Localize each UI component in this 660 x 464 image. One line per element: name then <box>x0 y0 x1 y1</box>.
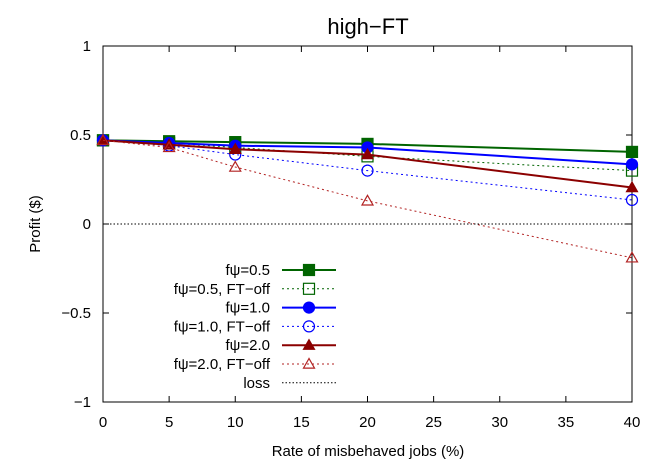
legend-entry-5-marker <box>302 338 316 350</box>
series-5-point <box>360 147 375 160</box>
series-6-line <box>102 139 633 259</box>
x-tick-label: 35 <box>558 414 575 431</box>
legend: fψ=0.5 fψ=0.5, FT−off fψ=1.0fψ=1.0, FT−off… <box>174 262 336 392</box>
series-6-point <box>162 140 176 153</box>
legend-entry-3-label: fψ=1.0 <box>226 300 270 317</box>
legend-entry-2-marker <box>302 282 316 295</box>
legend-entry-2-label: fψ=0.5, FT−off <box>174 281 271 298</box>
legend-entry-1-marker <box>302 263 316 277</box>
series-6-point <box>360 194 375 206</box>
plot-frame <box>102 45 633 403</box>
y-tick-label: 1 <box>83 38 91 55</box>
legend-entry-4-label: fψ=1.0, FT−off <box>174 318 271 335</box>
legend-entry-6-marker <box>302 357 316 369</box>
series-6-point <box>96 133 110 146</box>
y-axis-label: Profit ($) <box>27 195 44 253</box>
legend-entry-1-label: fψ=0.5 <box>226 262 270 279</box>
x-tick-label: 0 <box>99 414 107 431</box>
series-3-point <box>625 158 639 171</box>
chart-title: high−FT <box>327 14 408 39</box>
legend-entry-6-label: fψ=2.0, FT−off <box>174 356 271 373</box>
series-6-point <box>625 251 639 263</box>
plot-area: 0 5 10 15 20 25 30 35 40 −1 −0.5 0 0.5 1 <box>61 38 640 431</box>
legend-entry-7-label: loss <box>243 375 270 392</box>
x-axis-label: Rate of misbehaved jobs (%) <box>272 443 465 460</box>
x-tick-label: 5 <box>165 414 173 431</box>
y-tick-label: −0.5 <box>61 305 91 322</box>
y-tick-label: 0.5 <box>70 127 91 144</box>
series-5-point <box>625 180 639 193</box>
x-tick-label: 30 <box>491 414 508 431</box>
series-5-point <box>228 142 242 154</box>
series-4-point <box>625 193 639 207</box>
y-tick-label: 0 <box>83 216 91 233</box>
legend-entry-5-label: fψ=2.0 <box>226 337 270 354</box>
x-tick-label: 20 <box>359 414 376 431</box>
legend-entry-3-marker <box>302 301 316 314</box>
x-tick-label: 10 <box>227 414 244 431</box>
y-tick-label: −1 <box>74 394 91 411</box>
series-6-point <box>228 160 242 172</box>
x-tick-label: 15 <box>293 414 310 431</box>
series-4-point <box>361 164 374 177</box>
legend-entry-4-marker <box>302 320 316 333</box>
x-tick-label: 40 <box>624 414 641 431</box>
x-tick-label: 25 <box>425 414 442 431</box>
series-1-point <box>625 145 639 159</box>
